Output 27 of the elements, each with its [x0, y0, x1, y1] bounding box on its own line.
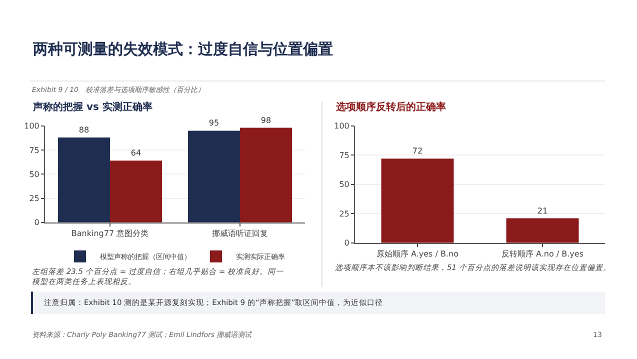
x-tick-label: 原始顺序 A.yes / B.no: [376, 249, 459, 258]
chart-title: 选项顺序反转后的正确率: [335, 101, 446, 113]
data-label: 64: [130, 148, 142, 158]
y-tick-label: 0: [34, 218, 40, 228]
x-tick-label: 反转顺序 A.no / B.yes: [501, 249, 584, 258]
data-label: 95: [208, 118, 220, 128]
text: 两种可测量的失效模式：过度自信与位置偏置: [32, 40, 333, 58]
y-tick-label: 50: [29, 170, 40, 179]
bar: [110, 160, 162, 222]
data-label: 21: [537, 206, 548, 216]
y-tick-label: 0: [344, 238, 350, 248]
y-tick-label: 50: [339, 180, 350, 190]
data-label: 72: [412, 146, 423, 156]
bar: [240, 128, 292, 222]
x-tick-label: 挪威语听证回复: [212, 228, 268, 238]
y-tick-label: 25: [339, 209, 350, 218]
chart-title: 声称的把握 vs 实测正确率: [32, 101, 152, 113]
y-tick-label: 100: [334, 122, 350, 131]
y-tick-label: 75: [339, 150, 350, 160]
y-tick-label: 75: [29, 146, 40, 155]
data-label: 88: [78, 125, 90, 134]
bar: [188, 130, 240, 222]
data-label: 98: [260, 116, 272, 125]
y-tick-label: 100: [24, 122, 40, 131]
x-tick-label: Banking77 意图分类: [71, 228, 149, 238]
bar: [58, 137, 110, 222]
y-tick-label: 25: [29, 194, 40, 204]
